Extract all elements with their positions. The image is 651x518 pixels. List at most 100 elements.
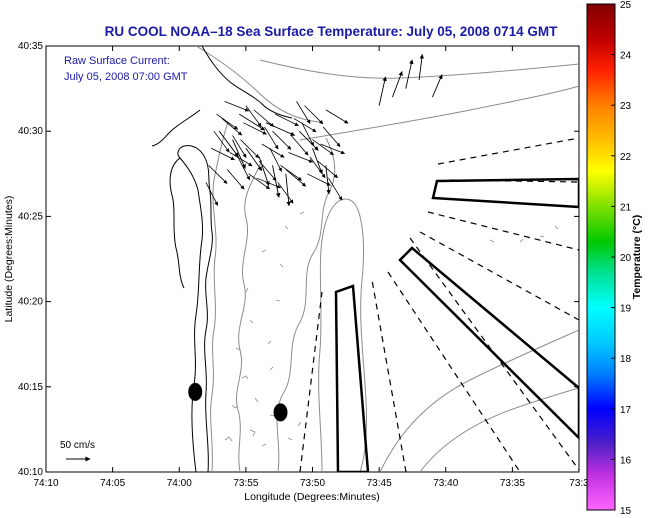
bathymetry-contour: [236, 159, 263, 472]
y-tick-label: 40:35: [18, 41, 43, 52]
current-vector: [208, 164, 228, 184]
y-tick-label: 40:15: [18, 382, 43, 393]
colorbar-tick-label: 22: [620, 152, 632, 163]
map-layer: [66, 46, 579, 472]
chart-title: RU COOL NOAA–18 Sea Surface Temperature:…: [105, 24, 558, 39]
colorbar-ticks: 25 24 23 22 21 20 19 18 17 16 15: [611, 0, 632, 517]
coastline: [169, 157, 185, 289]
x-tick-label: 73:3: [569, 478, 589, 489]
current-vector: [298, 130, 319, 151]
x-tick-label: 73:45: [367, 478, 392, 489]
colorbar-tick-label: 19: [620, 304, 632, 315]
current-vector: [269, 148, 283, 172]
y-tick-label: 40:25: [18, 211, 43, 222]
y-axis-ticks: 40:35 40:30 40:25 40:20 40:15 40:10: [18, 41, 579, 478]
current-vector: [320, 143, 346, 155]
x-tick-label: 73:55: [233, 478, 258, 489]
bathymetry-contour: [318, 198, 368, 472]
current-vector: [301, 122, 314, 147]
transect-box-1: [334, 284, 370, 472]
buoy-marker: [273, 403, 288, 422]
y-axis-label: Latitude (Degrees:Minutes): [3, 196, 15, 323]
colorbar-tick-label: 16: [620, 455, 632, 466]
x-axis-ticks: 74:10 74:05 74:00 73:55 73:50 73:45 73:40 73:35…: [33, 46, 589, 489]
current-vector: [211, 147, 235, 161]
coastline: [177, 145, 213, 472]
current-vector: [328, 177, 343, 201]
x-tick-label: 74:10: [33, 478, 58, 489]
current-vector: [317, 160, 339, 179]
current-vector: [392, 71, 403, 98]
x-tick-label: 73:35: [500, 478, 525, 489]
current-vector: [232, 135, 247, 158]
current-vector: [240, 139, 260, 159]
x-tick-label: 74:05: [100, 478, 125, 489]
current-vector: [258, 156, 270, 186]
bathymetry-contour: [419, 387, 579, 472]
current-vector: [245, 147, 263, 172]
scale-label: 50 cm/s: [60, 440, 95, 451]
current-vector: [275, 113, 299, 127]
current-vector: [238, 113, 266, 131]
bathymetry-contour: [210, 121, 229, 472]
buoy-marker: [188, 382, 203, 401]
bathymetry-contour: [195, 46, 321, 123]
current-vector: [312, 139, 334, 156]
current-vector: [213, 130, 230, 153]
current-vector: [309, 156, 326, 179]
current-vector: [248, 173, 271, 190]
x-tick-label: 73:50: [300, 478, 325, 489]
colorbar-tick-label: 17: [620, 405, 632, 416]
current-vector: [224, 101, 250, 112]
bathymetry-speckle: [224, 211, 559, 447]
colorbar: [586, 3, 616, 511]
current-vector: [243, 122, 267, 135]
current-vector: [296, 101, 311, 124]
current-vectors: [205, 54, 443, 207]
current-vector: [325, 165, 331, 195]
current-vector: [290, 135, 309, 156]
current-vector: [272, 165, 281, 198]
current-vector: [245, 105, 262, 127]
transect-box-2: [431, 177, 579, 209]
current-vector: [312, 148, 323, 175]
current-vector: [378, 76, 387, 106]
current-vector: [322, 126, 341, 147]
x-tick-label: 74:00: [167, 478, 192, 489]
current-vector: [418, 54, 425, 81]
y-tick-label: 40:30: [18, 126, 43, 137]
current-vector: [304, 105, 324, 125]
current-vector: [226, 169, 245, 190]
coastline: [151, 109, 201, 147]
colorbar-tick-label: 21: [620, 202, 632, 213]
current-vector: [272, 130, 292, 150]
survey-lines: [299, 137, 579, 472]
current-vector: [325, 109, 349, 124]
colorbar-tick-label: 24: [620, 51, 632, 62]
x-axis-label: Longitude (Degrees:Minutes): [244, 491, 379, 503]
annotation-line-2: July 05, 2008 07:00 GMT: [64, 71, 188, 83]
current-vector: [216, 113, 239, 130]
current-vector: [293, 118, 317, 133]
colorbar-tick-label: 23: [620, 101, 632, 112]
current-vector: [258, 160, 277, 182]
current-vector: [218, 130, 239, 158]
transect-box-3: [398, 246, 579, 440]
current-vector: [288, 152, 314, 163]
colorbar-tick-label: 15: [620, 506, 632, 517]
bathymetry-contour: [299, 85, 579, 141]
current-vector: [280, 164, 303, 181]
current-vector: [285, 173, 291, 207]
colorbar-tick-label: 25: [620, 0, 632, 11]
current-vector: [277, 182, 294, 204]
current-vector: [306, 173, 331, 186]
current-vector: [232, 139, 246, 169]
current-vector: [285, 169, 307, 187]
current-vector: [264, 126, 279, 150]
y-tick-label: 40:20: [18, 297, 43, 308]
current-vector: [405, 59, 414, 89]
current-vector: [205, 182, 219, 206]
colorbar-tick-label: 18: [620, 354, 632, 365]
x-tick-label: 73:40: [433, 478, 458, 489]
plot-area: [45, 45, 580, 473]
